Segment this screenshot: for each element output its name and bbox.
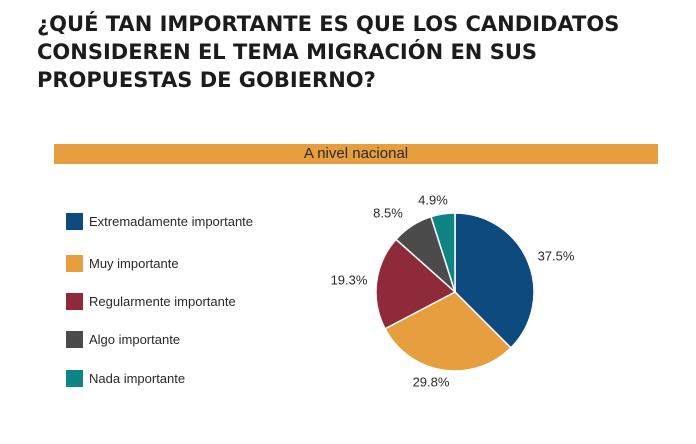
- legend-label: Nada importante: [89, 370, 186, 386]
- pie-slice-regularmente: [375, 238, 457, 330]
- pie-label-regularmente: 19.3%: [331, 272, 368, 287]
- legend-item-algo: Algo importante: [66, 330, 180, 348]
- legend-swatch: [66, 292, 83, 310]
- pie-label-muy: 29.8%: [413, 374, 450, 389]
- legend-swatch: [66, 369, 83, 387]
- legend-item-regularmente: Regularmente importante: [66, 292, 236, 310]
- legend-swatch: [66, 212, 83, 230]
- legend-label: Algo importante: [89, 331, 181, 347]
- legend-swatch: [66, 254, 83, 272]
- legend-swatch: [66, 330, 83, 348]
- legend-item-muy: Muy importante: [66, 254, 179, 272]
- scope-banner: A nivel nacional: [54, 144, 658, 164]
- legend-label: Muy importante: [89, 255, 179, 271]
- pie-slice-extremadamente: [454, 212, 535, 349]
- legend-item-extremadamente: Extremadamente importante: [66, 212, 253, 230]
- chart-title: ¿QUÉ TAN IMPORTANTE ES QUE LOS CANDIDATO…: [37, 12, 620, 92]
- legend-label: Extremadamente importante: [89, 213, 254, 229]
- legend-label: Regularmente importante: [89, 293, 236, 309]
- pie-label-extremadamente: 37.5%: [538, 248, 575, 263]
- pie-label-algo: 8.5%: [373, 205, 403, 220]
- legend-item-nada: Nada importante: [66, 369, 185, 387]
- pie-slice-muy: [384, 291, 512, 372]
- scope-banner-label: A nivel nacional: [303, 145, 409, 162]
- pie-slice-nada: [430, 212, 456, 293]
- pie-label-nada: 4.9%: [418, 192, 448, 207]
- pie-slices: [375, 212, 535, 372]
- pie-labels: 37.5% 29.8% 19.3% 8.5% 4.9%: [331, 192, 575, 389]
